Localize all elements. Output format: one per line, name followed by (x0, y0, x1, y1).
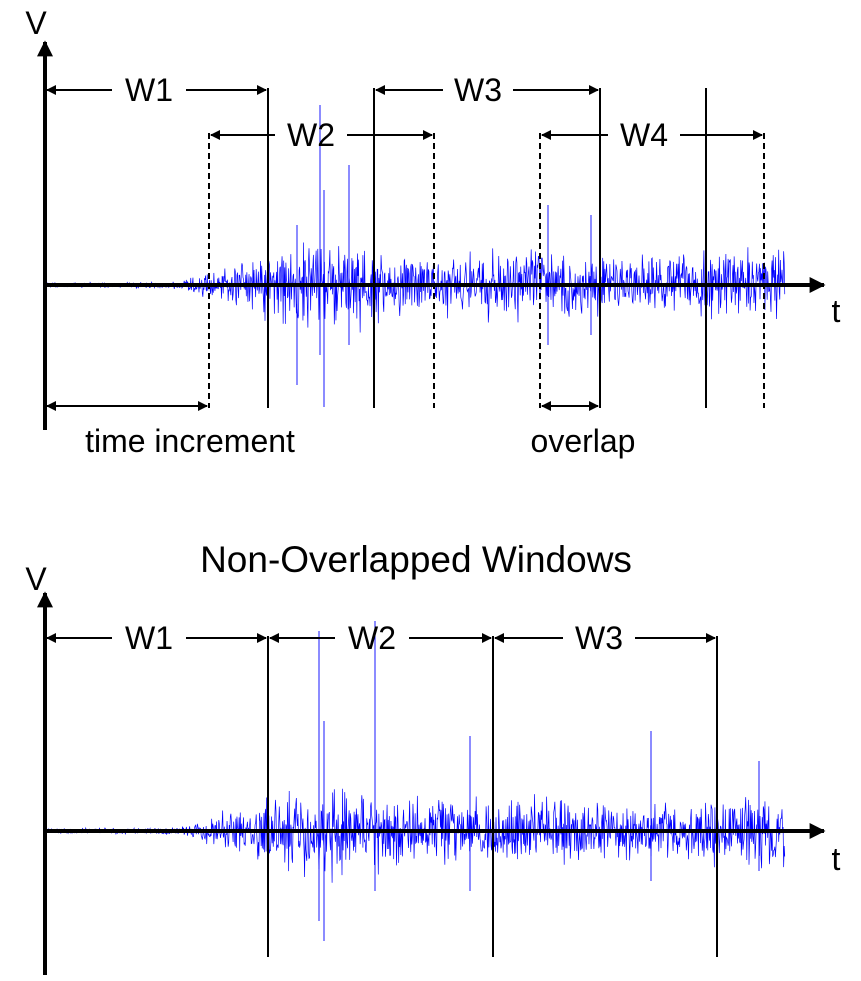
bottom-window-w3: W3 (494, 620, 716, 656)
bottom-window-w2: W2 (269, 620, 492, 656)
top-window-w1-label: W1 (125, 72, 173, 108)
top-x-axis-label: t (832, 293, 841, 329)
bottom-panel: Non-Overlapped Windows V t W1 W2 W3 (25, 539, 841, 975)
bottom-panel-title: Non-Overlapped Windows (200, 539, 632, 580)
top-window-w2-label: W2 (287, 117, 335, 153)
top-signal-waveform (44, 105, 786, 407)
bottom-x-axis-label: t (832, 841, 841, 877)
top-window-w4-label: W4 (620, 117, 668, 153)
top-window-w1: W1 (46, 72, 267, 108)
time-increment-label: time increment (85, 423, 295, 459)
signal-trace (44, 242, 786, 333)
top-window-w2: W2 (210, 117, 433, 153)
top-window-w3-label: W3 (454, 72, 502, 108)
bottom-window-w3-label: W3 (575, 620, 623, 656)
top-y-axis-label: V (25, 5, 47, 41)
signal-trace (44, 788, 786, 883)
top-window-w3: W3 (375, 72, 599, 108)
bottom-window-w1: W1 (46, 620, 267, 656)
top-panel: V t W1 W2 W3 W (25, 5, 840, 459)
bottom-window-w2-label: W2 (348, 620, 396, 656)
overlap-label: overlap (531, 423, 636, 459)
bottom-signal-waveform (44, 621, 786, 941)
bottom-window-w1-label: W1 (125, 620, 173, 656)
bottom-y-axis-label: V (25, 561, 47, 597)
top-window-w4: W4 (541, 117, 763, 153)
